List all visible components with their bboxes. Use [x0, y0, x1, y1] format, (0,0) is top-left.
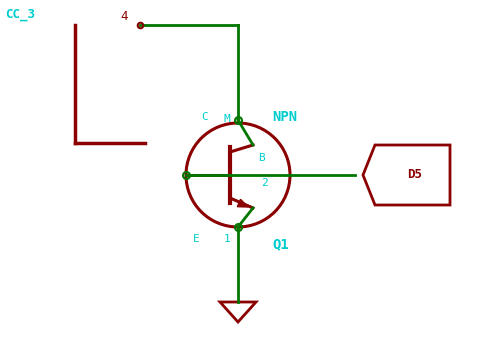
Text: 1: 1: [224, 234, 231, 244]
Text: CC_3: CC_3: [5, 8, 35, 21]
Text: Q1: Q1: [272, 237, 289, 251]
Text: C: C: [201, 112, 208, 122]
Text: B: B: [258, 153, 265, 163]
Text: M: M: [224, 114, 231, 124]
Polygon shape: [237, 199, 248, 207]
Text: 4: 4: [120, 10, 127, 23]
Text: E: E: [193, 234, 200, 244]
Text: 2: 2: [261, 178, 268, 188]
Text: D5: D5: [407, 168, 422, 181]
Text: NPN: NPN: [272, 110, 297, 124]
